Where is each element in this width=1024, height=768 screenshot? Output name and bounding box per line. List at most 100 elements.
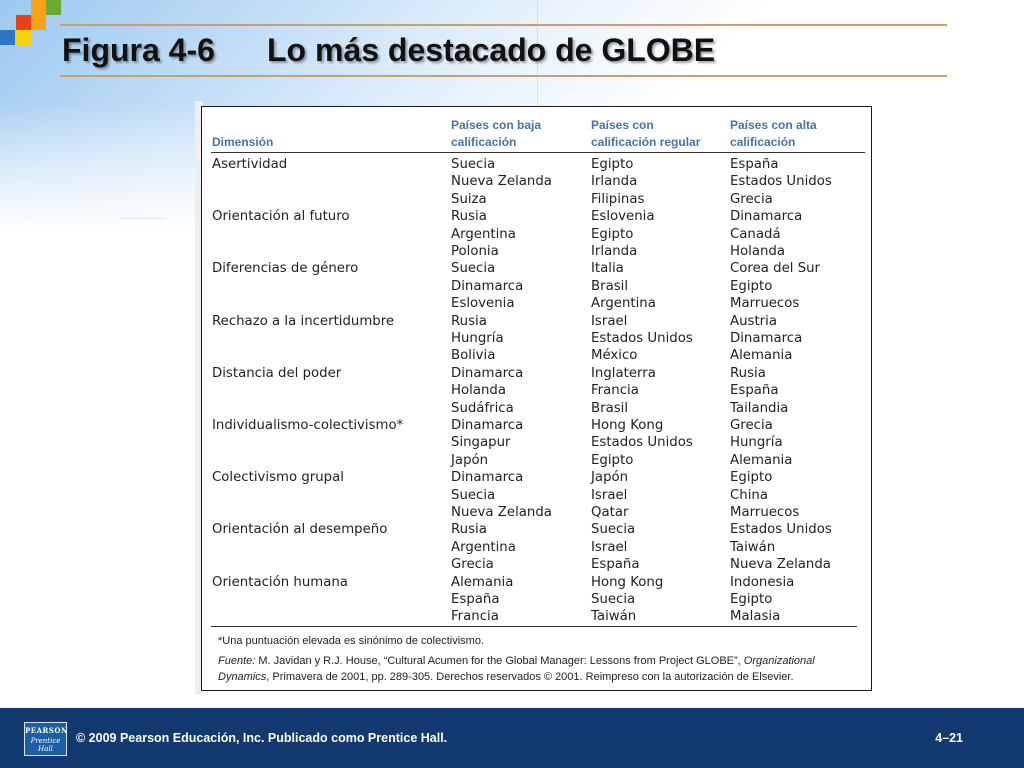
footer-rule	[211, 626, 857, 627]
header-rule	[211, 152, 865, 153]
country-cell-regular: Israel	[591, 487, 628, 503]
country-cell-low: Dinamarca	[451, 418, 524, 433]
square-yellow	[16, 30, 31, 45]
country-cell-low: Hungría	[451, 331, 504, 346]
header-low-line1: Países con baja	[451, 118, 542, 132]
country-cell-regular: Qatar	[591, 505, 629, 520]
country-cell-regular: Francia	[591, 383, 639, 399]
square-orange	[31, 0, 46, 15]
header-regular-line1: Países con	[591, 118, 654, 132]
background-line	[120, 218, 166, 219]
dimension-cell: Orientación al futuro	[212, 209, 350, 225]
source-text-before: M. Javidan y R.J. House, “Cultural Acume…	[255, 655, 744, 667]
country-cell-high: Dinamarca	[730, 331, 803, 346]
country-cell-high: Austria	[730, 313, 777, 329]
title-rule-bottom	[60, 75, 947, 77]
country-cell-regular: Suecia	[591, 522, 636, 538]
country-cell-high: Marruecos	[730, 296, 800, 312]
country-cell-high: Egipto	[730, 592, 773, 607]
source-text-after: , Primavera de 2001, pp. 289-305. Derech…	[266, 670, 794, 683]
country-cell-regular: Brasil	[591, 400, 629, 416]
country-cell-low: Japón	[451, 452, 489, 468]
country-cell-high: Indonesia	[730, 574, 795, 590]
source-label: Fuente:	[218, 655, 256, 667]
country-cell-high: Hungría	[730, 435, 783, 451]
country-cell-high: España	[730, 157, 779, 172]
country-cell-regular: Filipinas	[591, 191, 645, 207]
country-cell-regular: Taiwán	[591, 609, 637, 625]
country-cell-low: Suiza	[451, 191, 487, 207]
country-cell-regular: Egipto	[591, 226, 634, 242]
country-cell-regular: Italia	[591, 261, 624, 277]
country-cell-regular: Israel	[591, 539, 628, 555]
country-cell-regular: Egipto	[591, 157, 634, 172]
logo-text: Prentice	[30, 737, 61, 745]
dimension-cell: Orientación humana	[212, 574, 348, 590]
country-cell-low: Francia	[451, 609, 499, 625]
square-blue	[0, 30, 15, 45]
country-cell-low: Holanda	[451, 383, 506, 399]
header-regular-line2: calificación regular	[591, 135, 701, 149]
country-cell-regular: Inglaterra	[591, 365, 656, 381]
country-cell-regular: Irlanda	[591, 174, 638, 190]
country-cell-high: Dinamarca	[730, 209, 803, 225]
country-cell-regular: España	[591, 557, 640, 573]
country-cell-high: Taiwán	[730, 539, 776, 555]
pearson-logo: PEARSON Prentice Hall	[24, 722, 67, 756]
country-cell-low: Dinamarca	[451, 278, 524, 294]
dimension-cell: Colectivismo grupal	[212, 470, 344, 486]
country-cell-low: Dinamarca	[451, 365, 524, 381]
country-cell-regular: Eslovenia	[591, 209, 655, 225]
country-cell-high: Grecia	[730, 191, 773, 207]
footer-bar: PEARSON Prentice Hall © 2009 Pearson Edu…	[0, 708, 1024, 768]
square-red	[16, 15, 31, 30]
country-cell-low: Rusia	[451, 313, 487, 329]
dimension-cell: Diferencias de género	[212, 261, 359, 277]
country-cell-high: Tailandia	[730, 400, 789, 416]
country-cell-low: Nueva Zelanda	[451, 174, 552, 190]
figure-number: Figura 4-6	[62, 32, 215, 68]
dimension-cell: Distancia del poder	[212, 365, 342, 381]
country-cell-high: Alemania	[730, 452, 793, 468]
country-cell-low: Suecia	[451, 157, 496, 172]
country-cell-high: Canadá	[730, 226, 781, 242]
title-text: Lo más destacado de GLOBE	[267, 32, 716, 68]
dimension-cell: Individualismo-colectivismo*	[212, 418, 404, 433]
country-cell-low: Polonia	[451, 244, 499, 259]
country-cell-regular: Suecia	[591, 592, 636, 607]
background-line	[537, 0, 538, 110]
country-cell-regular: Hong Kong	[591, 574, 664, 590]
figure-shadow	[195, 101, 203, 695]
country-cell-high: Holanda	[730, 244, 785, 259]
country-cell-low: Suecia	[451, 487, 496, 503]
header-low-line2: calificación	[451, 135, 517, 149]
decorative-squares	[0, 0, 62, 48]
country-cell-regular: Irlanda	[591, 244, 638, 259]
title-rule-top	[60, 24, 947, 26]
country-cell-low: Singapur	[451, 435, 511, 451]
source-citation: Fuente: M. Javidan y R.J. House, “Cultur…	[218, 654, 858, 685]
logo-text: PEARSON	[25, 726, 68, 735]
country-cell-low: Nueva Zelanda	[451, 505, 552, 520]
country-cell-regular: Argentina	[591, 296, 656, 312]
country-cell-low: Dinamarca	[451, 470, 524, 486]
country-cell-regular: Egipto	[591, 452, 634, 468]
country-cell-regular: México	[591, 348, 638, 364]
country-cell-high: Egipto	[730, 278, 773, 294]
logo-text: Hall	[38, 745, 53, 753]
country-cell-high: Estados Unidos	[730, 174, 832, 190]
country-cell-high: Corea del Sur	[730, 261, 821, 277]
country-cell-high: Marruecos	[730, 505, 800, 520]
country-cell-low: Alemania	[451, 574, 514, 590]
country-cell-low: Grecia	[451, 557, 494, 573]
source-journal: Organizational Dynamics	[218, 655, 815, 683]
country-cell-low: Argentina	[451, 539, 516, 555]
country-cell-high: Alemania	[730, 348, 793, 364]
country-cell-low: Suecia	[451, 261, 496, 277]
globe-table: Dimensión Países con baja calificación P…	[201, 106, 872, 691]
country-cell-regular: Israel	[591, 313, 628, 329]
country-cell-regular: Estados Unidos	[591, 435, 693, 451]
header-high-line1: Países con alta	[730, 118, 817, 132]
country-cell-high: Egipto	[730, 470, 773, 486]
country-cell-high: Grecia	[730, 418, 773, 433]
